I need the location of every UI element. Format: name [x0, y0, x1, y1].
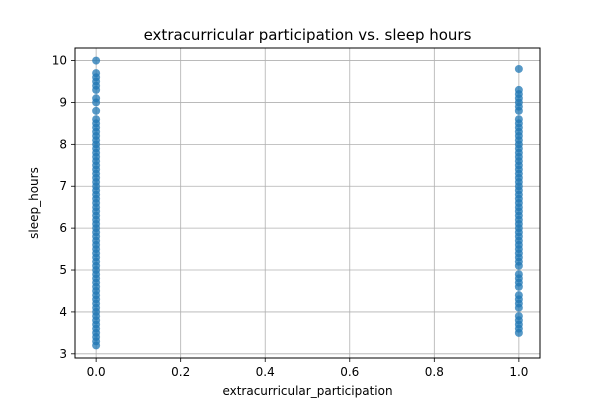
- y-axis-ticks: 3 4 5 6 7 8 9 10: [52, 54, 75, 361]
- y-tick-label: 4: [59, 305, 67, 319]
- data-point: [92, 85, 101, 94]
- data-point: [514, 261, 523, 270]
- plot-area-frame: [74, 47, 541, 359]
- y-tick-label: 9: [59, 95, 67, 109]
- data-point: [92, 106, 101, 115]
- x-tick-label: 0.6: [340, 365, 359, 379]
- y-axis-label: sleep_hours: [27, 167, 41, 239]
- y-tick-label: 10: [52, 54, 67, 68]
- data-point: [92, 56, 101, 65]
- y-tick-label: 3: [59, 347, 67, 361]
- x-axis-label: extracurricular_participation: [222, 384, 392, 398]
- points: [92, 56, 523, 350]
- x-tick-label: 0.4: [256, 365, 275, 379]
- x-axis-ticks: 0.0 0.2 0.4 0.6 0.8 1.0: [87, 358, 528, 379]
- chart-title: extracurricular participation vs. sleep …: [144, 26, 472, 44]
- data-point: [514, 303, 523, 312]
- x-tick-label: 0.0: [87, 365, 106, 379]
- data-point: [92, 341, 101, 350]
- data-point: [514, 106, 523, 115]
- data-point: [514, 328, 523, 337]
- y-tick-label: 6: [59, 221, 67, 235]
- y-tick-label: 8: [59, 137, 67, 151]
- y-tick-label: 7: [59, 179, 67, 193]
- y-tick-label: 5: [59, 263, 67, 277]
- x-tick-label: 0.2: [171, 365, 190, 379]
- data-point: [514, 282, 523, 291]
- data-point: [92, 98, 101, 107]
- data-point: [514, 64, 523, 73]
- x-tick-label: 1.0: [509, 365, 528, 379]
- x-tick-label: 0.8: [425, 365, 444, 379]
